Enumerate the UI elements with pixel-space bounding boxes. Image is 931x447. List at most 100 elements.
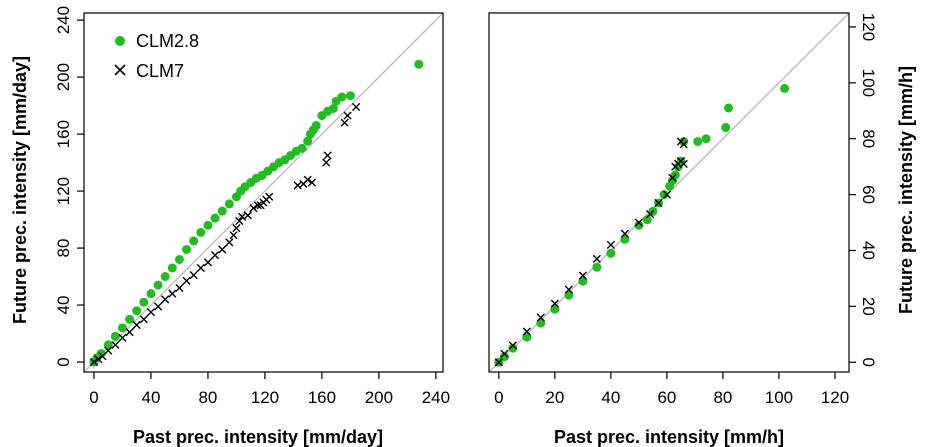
y-tick-label: 80 — [54, 239, 73, 258]
clm7-point — [218, 245, 227, 254]
clm7-point — [175, 283, 184, 293]
y-tick-label: 80 — [859, 129, 878, 148]
clm28-point — [174, 254, 184, 264]
clm28-point — [153, 280, 163, 290]
cross-icon — [114, 64, 126, 76]
clm7-point — [235, 216, 244, 226]
clm28-point — [634, 220, 644, 230]
legend-clm7-marker — [114, 64, 126, 76]
clm7-point — [182, 276, 191, 285]
clm28-point — [780, 83, 790, 93]
clm7-point — [679, 140, 688, 149]
identity-line — [83, 12, 444, 373]
y-tick-label: 120 — [859, 13, 878, 41]
clm7-point — [161, 295, 170, 304]
clm28-point — [303, 136, 313, 146]
right-panel: 0 20 40 60 80 100 120 0 20 40 60 80 100 120 Past prec… — [488, 12, 916, 447]
left-panel: 0 40 80 120 160 200 240 0 40 80 120 160 200 240 Past … — [10, 6, 450, 447]
x-tick-label: 0 — [494, 388, 503, 407]
clm7-point — [645, 210, 655, 219]
x-tick-label: 120 — [251, 388, 279, 407]
clm7-point — [578, 271, 587, 280]
clm7-point — [494, 358, 503, 367]
clm7-point — [500, 349, 509, 358]
clm28-point — [578, 276, 588, 286]
y-tick-label: 0 — [54, 357, 73, 366]
clm28-point — [224, 199, 234, 209]
clm7-point — [668, 173, 677, 182]
clm28-point — [328, 103, 338, 113]
x-tick-label: 60 — [657, 388, 676, 407]
clm7-point — [111, 340, 120, 350]
legend-clm28-marker — [115, 36, 125, 46]
clm7-point — [153, 302, 163, 311]
right-y-axis-title: Future prec. intensity [mm/h] — [896, 66, 916, 314]
x-tick-label: 40 — [141, 388, 160, 407]
clm28-point — [196, 227, 206, 237]
clm28-point — [311, 121, 321, 131]
clm7-point — [352, 102, 361, 112]
clm7-point — [196, 263, 205, 273]
clm7-point — [550, 299, 559, 308]
clm7-point — [564, 285, 573, 294]
y-tick-label: 40 — [859, 241, 878, 260]
clm28-point — [146, 289, 156, 299]
clm28-point — [620, 234, 630, 244]
clm28-point — [550, 304, 560, 314]
clm7-point — [189, 271, 198, 280]
legend-clm28-label: CLM2.8 — [136, 31, 199, 51]
clm7-point — [89, 357, 99, 367]
clm28-point — [217, 206, 227, 216]
clm7-point — [307, 178, 317, 187]
clm7-point — [132, 320, 141, 330]
clm28-point — [203, 220, 213, 230]
left-y-axis-title: Future prec. intensity [mm/day] — [10, 56, 30, 324]
clm7-point — [340, 118, 349, 127]
x-tick-label: 80 — [198, 388, 217, 407]
x-tick-label: 80 — [713, 388, 732, 407]
clm28-point — [139, 297, 149, 307]
legend: CLM2.8 CLM7 — [114, 31, 199, 81]
clm7-point — [229, 231, 238, 240]
clm7-point — [606, 240, 615, 249]
clm28-point — [167, 263, 177, 273]
clm7-point — [232, 224, 241, 233]
x-tick-label: 160 — [308, 388, 336, 407]
clm7-point — [303, 175, 312, 184]
clm28-point — [642, 215, 652, 225]
clm7-point — [620, 229, 629, 238]
clm28-point — [297, 143, 307, 153]
legend-clm7-label: CLM7 — [136, 61, 184, 81]
y-tick-label: 0 — [859, 357, 878, 366]
clm28-point — [721, 123, 731, 133]
clm7-point — [654, 198, 663, 208]
clm28-point — [701, 134, 711, 144]
clm28-point — [508, 343, 518, 353]
y-tick-label: 100 — [859, 69, 878, 97]
y-tick-label: 40 — [54, 296, 73, 315]
left-x-axis-title: Past prec. intensity [mm/day] — [133, 427, 383, 447]
clm7-point — [243, 211, 252, 220]
clm7-point — [679, 159, 688, 168]
clm28-point — [693, 137, 703, 147]
clm28-point — [659, 190, 669, 200]
y-tick-label: 120 — [54, 177, 73, 205]
clm28-point — [125, 314, 135, 324]
clm28-point — [110, 331, 120, 341]
x-tick-label: 200 — [365, 388, 393, 407]
clm7-point — [508, 341, 517, 350]
x-tick-label: 0 — [89, 388, 98, 407]
clm7-series — [89, 102, 361, 367]
clm7-point — [139, 315, 148, 324]
clm7-point — [225, 238, 234, 247]
clm28-point — [132, 306, 142, 316]
right-plot-area — [488, 12, 850, 373]
clm7-point — [323, 151, 332, 160]
clm28-point — [103, 340, 113, 350]
clm7-point — [210, 251, 220, 260]
y-tick-label: 60 — [859, 185, 878, 204]
y-tick-label: 20 — [859, 297, 878, 316]
x-tick-label: 120 — [821, 388, 849, 407]
clm28-point — [724, 103, 734, 113]
clm28-point — [679, 137, 689, 147]
